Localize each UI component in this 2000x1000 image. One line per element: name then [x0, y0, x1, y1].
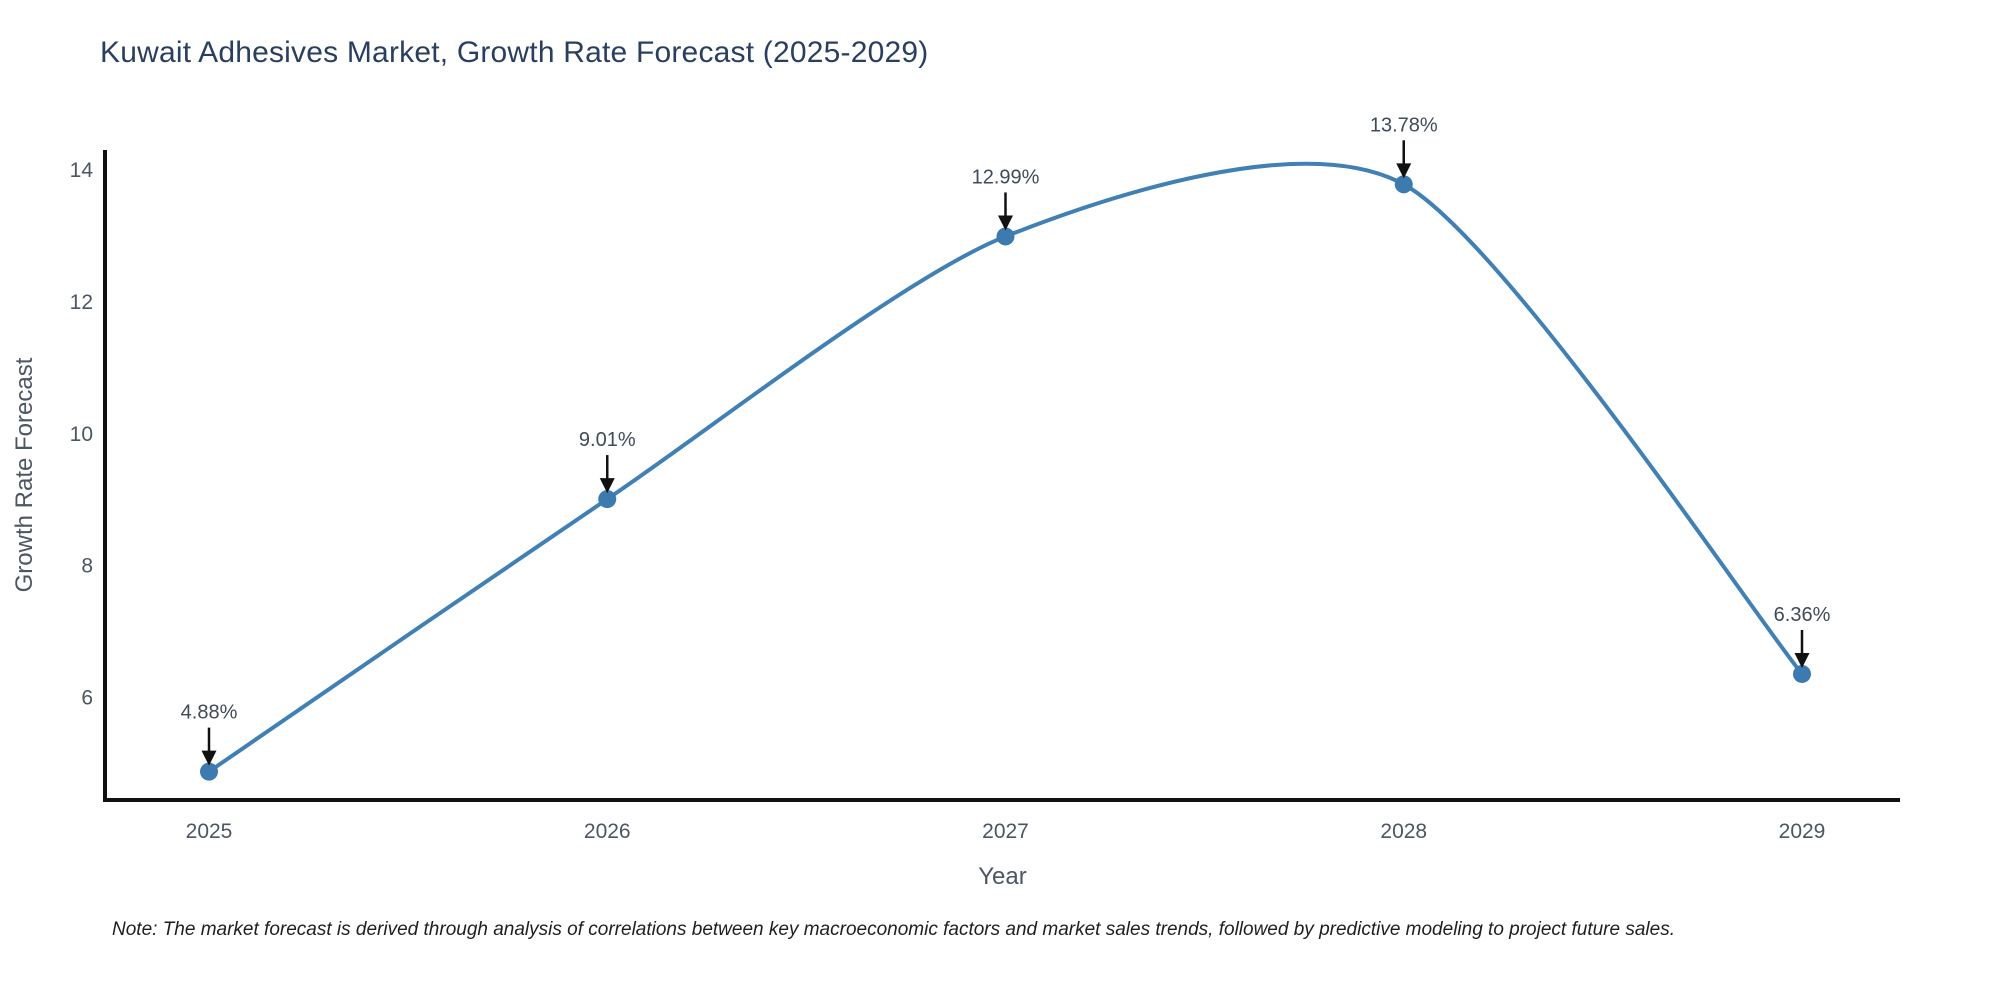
- y-tick-label: 12: [70, 291, 93, 314]
- y-tick-label: 14: [70, 159, 94, 182]
- x-tick-label: 2027: [982, 820, 1029, 843]
- data-point-marker[interactable]: [1394, 175, 1413, 194]
- data-point-marker[interactable]: [1793, 664, 1811, 683]
- x-tick-label: 2028: [1380, 820, 1427, 843]
- footnote: Note: The market forecast is derived thr…: [112, 919, 1675, 940]
- x-axis-title: Year: [978, 863, 1027, 890]
- annotation-arrowhead-icon: [201, 750, 217, 766]
- data-point-marker[interactable]: [996, 227, 1015, 246]
- annotation-arrowhead-icon: [1794, 652, 1810, 668]
- point-label: 13.78%: [1370, 114, 1438, 136]
- point-label: 9.01%: [579, 429, 636, 451]
- y-axis-title: Growth Rate Forecast: [11, 357, 38, 592]
- point-label: 12.99%: [972, 166, 1040, 188]
- chart-title: Kuwait Adhesives Market, Growth Rate For…: [100, 36, 929, 69]
- y-tick-label: 6: [81, 687, 93, 710]
- annotation-arrowhead-icon: [1396, 163, 1412, 179]
- data-point-marker[interactable]: [598, 490, 617, 509]
- x-tick-label: 2025: [186, 820, 233, 843]
- annotation-arrowhead-icon: [599, 478, 615, 494]
- trend-line: [207, 161, 1804, 774]
- point-label: 6.36%: [1774, 604, 1831, 626]
- data-point-marker[interactable]: [200, 762, 218, 781]
- y-tick-label: 8: [81, 555, 93, 578]
- annotation-arrowhead-icon: [998, 215, 1013, 231]
- y-tick-label: 10: [70, 423, 93, 446]
- x-tick-label: 2029: [1779, 820, 1826, 843]
- x-tick-label: 2026: [584, 820, 631, 843]
- point-label: 4.88%: [181, 702, 238, 724]
